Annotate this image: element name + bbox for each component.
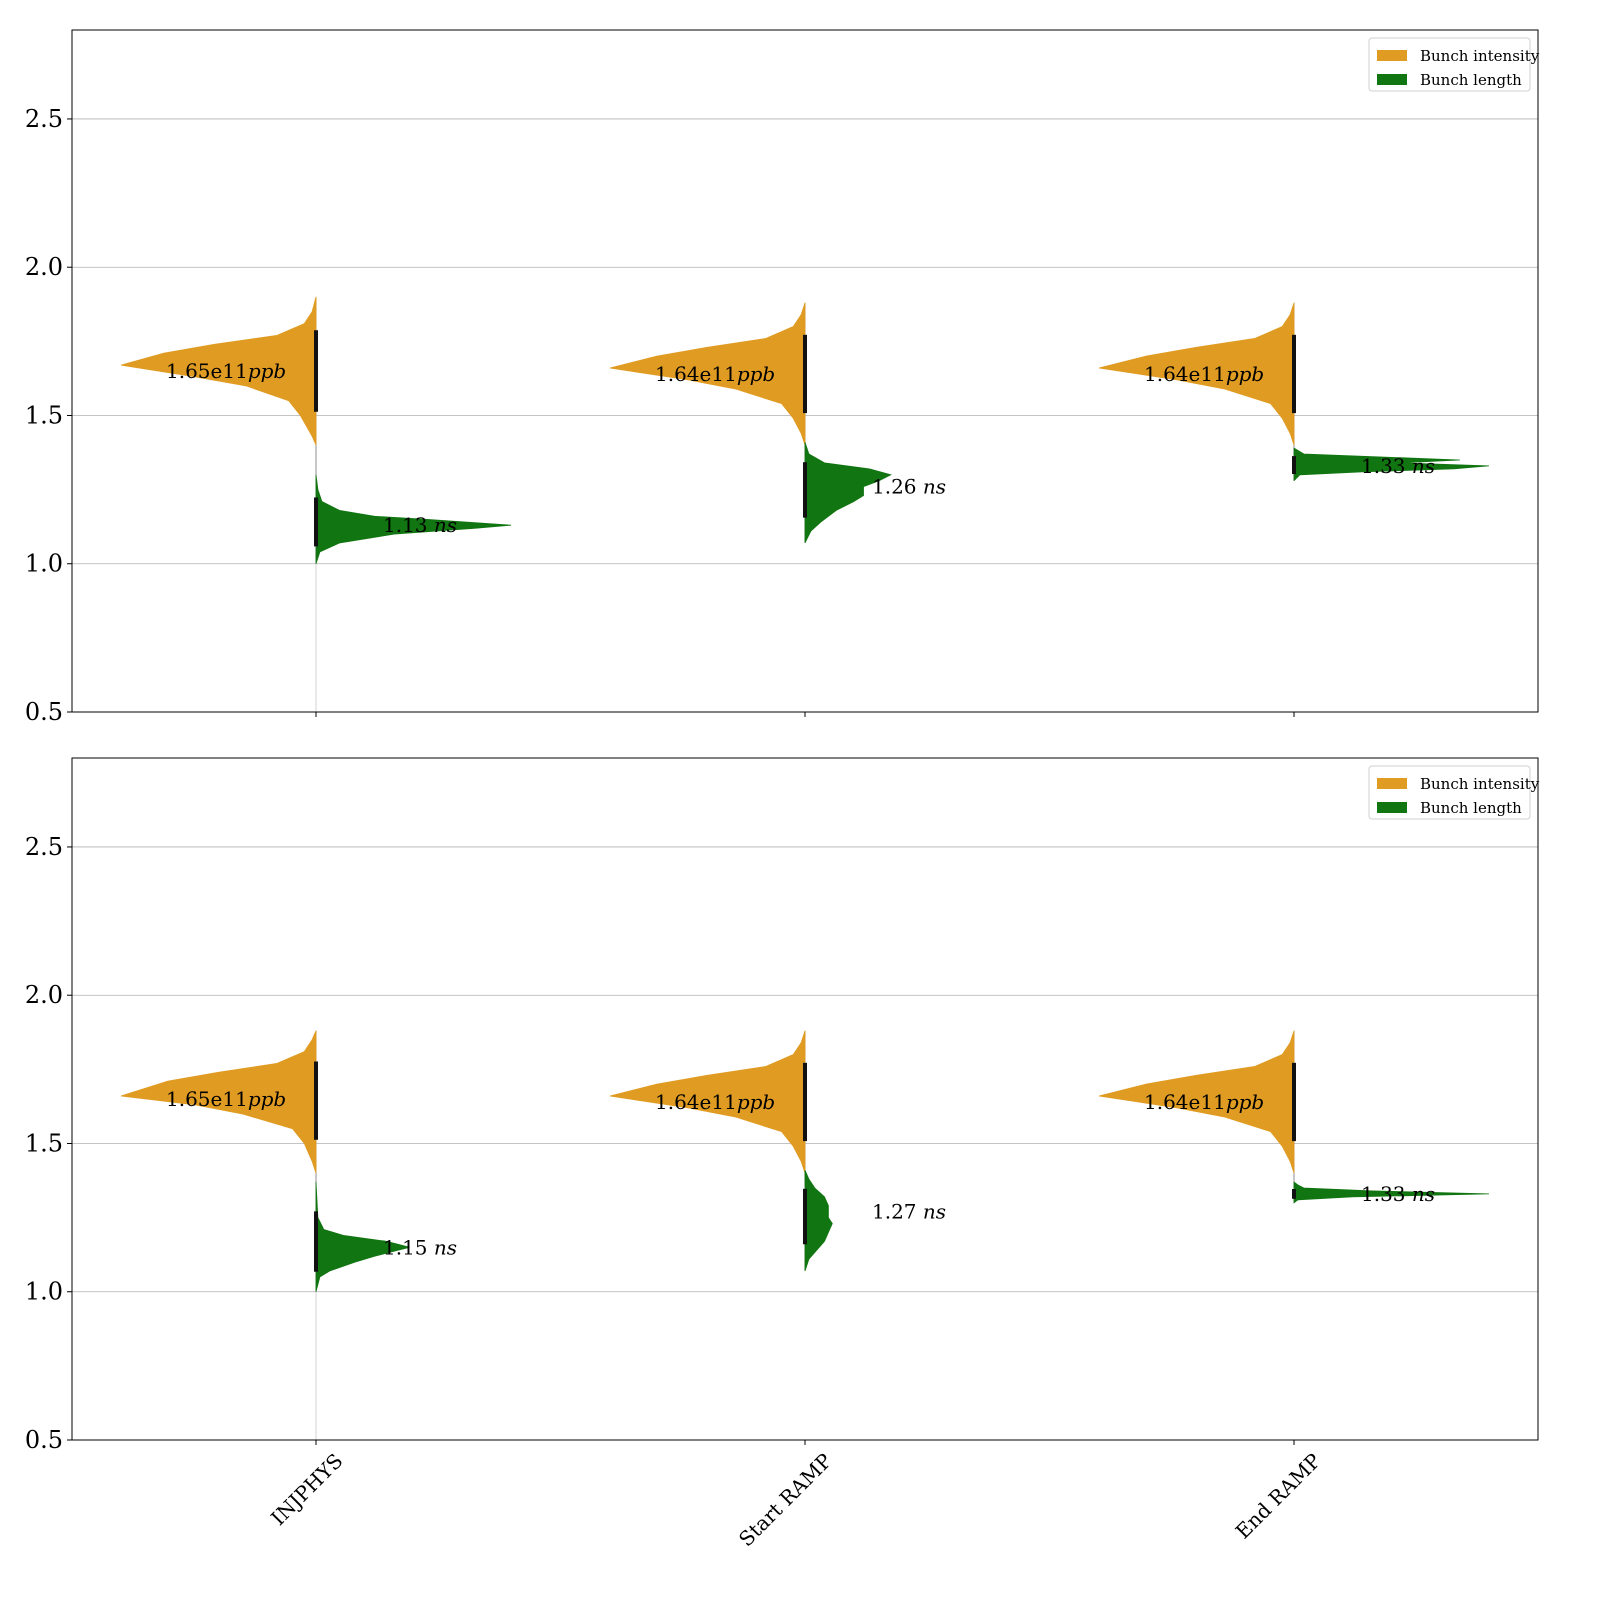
violin-inner-box — [803, 462, 807, 518]
length-violin — [315, 474, 512, 564]
length-violin — [1293, 447, 1490, 481]
length-annotation: 1.33 ns — [1361, 454, 1435, 478]
length-annotation: 1.15 ns — [383, 1235, 457, 1259]
y-tick-label: 1.0 — [25, 1278, 63, 1306]
annotation-unit: ns — [1412, 454, 1435, 478]
intensity-annotation: 1.64e11ppb — [1144, 362, 1264, 386]
x-tick-label: INJPHYS — [266, 1449, 347, 1530]
annotation-number: 1.64e11 — [655, 362, 737, 386]
annotation-unit: ppb — [248, 359, 286, 383]
annotation-number: 1.26 — [872, 475, 917, 499]
annotation-number: 1.33 — [1361, 454, 1406, 478]
violin-inner-box — [314, 1211, 318, 1272]
length-violin — [804, 442, 892, 544]
annotation-unit: ppb — [1226, 362, 1264, 386]
length-annotation: 1.13 ns — [383, 513, 457, 537]
annotation-unit: ppb — [737, 1090, 775, 1114]
y-tick-label: 0.5 — [25, 1426, 63, 1454]
y-tick-label: 1.0 — [25, 550, 63, 578]
violin-inner-box — [314, 1061, 318, 1140]
violin-inner-box — [314, 497, 318, 547]
legend-label: Bunch intensity — [1420, 47, 1540, 65]
intensity-violin — [120, 296, 317, 446]
annotation-number: 1.64e11 — [1144, 362, 1226, 386]
annotation-unit: ppb — [737, 362, 775, 386]
legend-swatch — [1377, 74, 1407, 85]
annotation-number: 1.64e11 — [655, 1090, 737, 1114]
length-annotation: 1.33 ns — [1361, 1182, 1435, 1206]
legend-label: Bunch length — [1420, 71, 1522, 89]
legend-box — [1368, 765, 1531, 820]
intensity-annotation: 1.64e11ppb — [655, 362, 775, 386]
intensity-violin — [1098, 1030, 1295, 1174]
x-tick-label: Start RAMP — [734, 1449, 837, 1552]
annotation-number: 1.15 — [383, 1235, 428, 1259]
length-annotation: 1.27 ns — [872, 1200, 946, 1224]
annotation-number: 1.13 — [383, 513, 428, 537]
legend: Bunch intensity Bunch length — [1368, 37, 1540, 92]
length-annotation: 1.26 ns — [872, 475, 946, 499]
annotation-number: 1.64e11 — [1144, 1090, 1226, 1114]
violin-inner-box — [803, 1062, 807, 1142]
violin-inner-box — [803, 1188, 807, 1245]
length-violin — [315, 1181, 410, 1292]
x-tick-label: End RAMP — [1231, 1449, 1326, 1544]
annotation-number: 1.33 — [1361, 1182, 1406, 1206]
length-violin — [1293, 1181, 1490, 1204]
y-tick-label: 1.5 — [25, 401, 63, 429]
legend-swatch — [1377, 802, 1407, 813]
annotation-number: 1.27 — [872, 1200, 917, 1224]
legend-swatch — [1377, 778, 1407, 789]
annotation-unit: ns — [923, 1200, 946, 1224]
violin-inner-box — [1292, 334, 1296, 414]
intensity-violin — [609, 302, 806, 446]
legend-box — [1368, 37, 1531, 92]
annotation-number: 1.65e11 — [166, 359, 248, 383]
intensity-annotation: 1.64e11ppb — [1144, 1090, 1264, 1114]
intensity-violin — [120, 1030, 317, 1174]
y-tick-label: 2.0 — [25, 981, 63, 1009]
violin-inner-box — [1292, 1188, 1296, 1199]
intensity-violin — [609, 1030, 806, 1174]
annotation-unit: ns — [1412, 1182, 1435, 1206]
violin-inner-box — [803, 334, 807, 414]
annotation-unit: ppb — [1226, 1090, 1264, 1114]
legend-label: Bunch intensity — [1420, 775, 1540, 793]
annotation-unit: ns — [434, 1235, 457, 1259]
length-violin — [804, 1170, 833, 1272]
y-tick-label: 1.5 — [25, 1129, 63, 1157]
y-tick-label: 2.5 — [25, 833, 63, 861]
intensity-annotation: 1.64e11ppb — [655, 1090, 775, 1114]
y-tick-label: 2.5 — [25, 105, 63, 133]
y-tick-label: 2.0 — [25, 253, 63, 281]
legend: Bunch intensity Bunch length — [1368, 765, 1540, 820]
annotation-number: 1.65e11 — [166, 1087, 248, 1111]
violin-inner-box — [1292, 456, 1296, 475]
intensity-annotation: 1.65e11ppb — [166, 1087, 286, 1111]
violin-inner-box — [1292, 1062, 1296, 1142]
annotation-unit: ns — [434, 513, 457, 537]
y-tick-label: 0.5 — [25, 698, 63, 726]
legend-label: Bunch length — [1420, 799, 1522, 817]
legend-swatch — [1377, 50, 1407, 61]
annotation-unit: ppb — [248, 1087, 286, 1111]
intensity-violin — [1098, 302, 1295, 446]
annotation-unit: ns — [923, 475, 946, 499]
intensity-annotation: 1.65e11ppb — [166, 359, 286, 383]
violin-inner-box — [314, 330, 318, 412]
